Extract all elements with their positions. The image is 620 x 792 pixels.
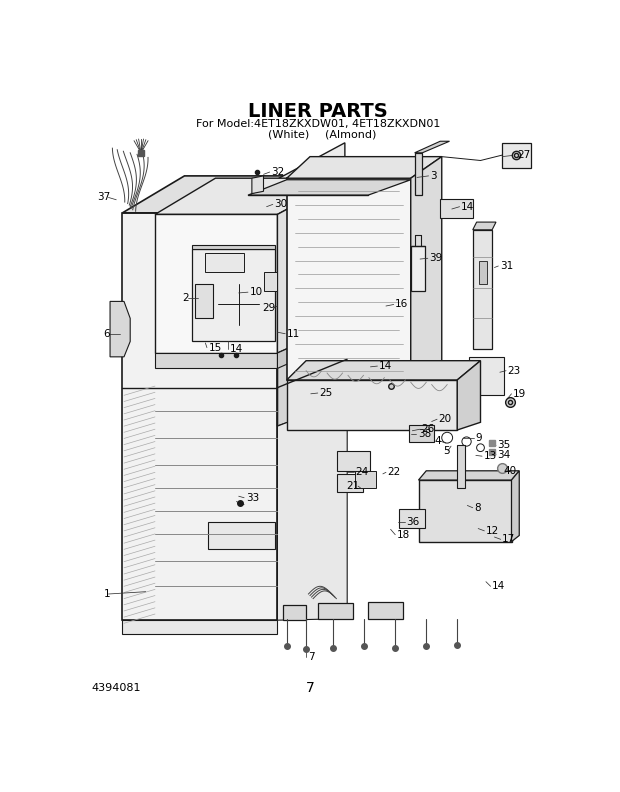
Text: 1: 1 — [104, 589, 110, 599]
Text: 3: 3 — [430, 171, 436, 181]
Polygon shape — [458, 360, 480, 430]
Text: 14: 14 — [461, 202, 474, 211]
Polygon shape — [469, 357, 503, 395]
Polygon shape — [286, 157, 441, 178]
Text: For Model:4ET18ZKXDW01, 4ET18ZKXDN01: For Model:4ET18ZKXDW01, 4ET18ZKXDN01 — [195, 120, 440, 129]
Text: 16: 16 — [396, 299, 409, 310]
Polygon shape — [248, 180, 410, 195]
Text: 24: 24 — [356, 467, 369, 478]
Text: 14: 14 — [379, 361, 392, 371]
Polygon shape — [155, 178, 345, 215]
Polygon shape — [337, 451, 371, 470]
Text: 29: 29 — [263, 303, 276, 313]
Text: 11: 11 — [286, 329, 300, 339]
Polygon shape — [418, 470, 520, 480]
Text: LINER PARTS: LINER PARTS — [248, 102, 388, 121]
Text: 12: 12 — [486, 526, 499, 536]
Polygon shape — [279, 143, 345, 217]
Text: 19: 19 — [513, 389, 526, 399]
Polygon shape — [368, 602, 403, 619]
Text: 14: 14 — [229, 345, 242, 354]
Text: 4394081: 4394081 — [92, 683, 141, 693]
Polygon shape — [410, 157, 441, 380]
Text: 27: 27 — [517, 150, 530, 160]
Polygon shape — [205, 253, 244, 272]
Polygon shape — [110, 302, 130, 357]
Text: 21: 21 — [347, 482, 360, 491]
Text: 26: 26 — [422, 425, 435, 434]
Polygon shape — [418, 480, 511, 542]
Polygon shape — [278, 176, 347, 426]
Text: 40: 40 — [503, 466, 516, 476]
Polygon shape — [409, 425, 434, 442]
Text: 20: 20 — [439, 414, 452, 425]
Polygon shape — [286, 360, 480, 380]
Polygon shape — [155, 215, 278, 353]
Polygon shape — [155, 353, 278, 368]
Text: 8: 8 — [474, 503, 481, 512]
Text: 31: 31 — [500, 261, 513, 271]
Polygon shape — [252, 176, 264, 193]
Polygon shape — [502, 143, 531, 168]
Ellipse shape — [321, 230, 369, 299]
Text: 25: 25 — [319, 388, 332, 398]
Text: 9: 9 — [476, 433, 482, 444]
Text: 7: 7 — [308, 652, 314, 662]
Text: 32: 32 — [272, 167, 285, 177]
Text: 7: 7 — [306, 681, 314, 695]
Text: 35: 35 — [497, 440, 511, 451]
Polygon shape — [123, 620, 278, 634]
Polygon shape — [337, 474, 363, 492]
Polygon shape — [192, 249, 275, 341]
Polygon shape — [195, 284, 213, 318]
Text: 18: 18 — [397, 530, 410, 539]
Text: 23: 23 — [508, 366, 521, 375]
Polygon shape — [278, 322, 347, 368]
Text: 14: 14 — [492, 581, 505, 592]
Polygon shape — [415, 153, 422, 195]
Polygon shape — [472, 230, 492, 349]
Polygon shape — [512, 470, 520, 542]
Text: 33: 33 — [246, 493, 259, 503]
Polygon shape — [286, 380, 458, 430]
Polygon shape — [283, 605, 306, 620]
Text: 36: 36 — [406, 516, 419, 527]
Polygon shape — [123, 213, 278, 620]
Polygon shape — [264, 272, 278, 291]
Text: 30: 30 — [275, 200, 288, 209]
Text: 13: 13 — [484, 451, 497, 461]
Polygon shape — [278, 399, 347, 620]
Text: 2: 2 — [182, 292, 189, 303]
Text: (Almond): (Almond) — [325, 129, 376, 139]
Polygon shape — [472, 222, 496, 230]
Text: 15: 15 — [208, 343, 222, 352]
Polygon shape — [355, 470, 376, 488]
Text: 37: 37 — [97, 192, 110, 203]
Polygon shape — [123, 176, 347, 213]
Text: 6: 6 — [104, 329, 110, 339]
Text: 10: 10 — [249, 287, 263, 297]
Polygon shape — [458, 445, 465, 488]
Text: 34: 34 — [497, 450, 511, 459]
Text: 22: 22 — [388, 467, 401, 478]
Text: 38: 38 — [418, 428, 431, 439]
Text: 39: 39 — [429, 253, 443, 263]
Text: (White): (White) — [268, 129, 309, 139]
Polygon shape — [192, 246, 275, 249]
Polygon shape — [317, 604, 353, 619]
Polygon shape — [399, 509, 425, 527]
Polygon shape — [415, 141, 450, 153]
Polygon shape — [479, 261, 487, 284]
Polygon shape — [286, 178, 410, 380]
Polygon shape — [410, 246, 425, 291]
Text: 5: 5 — [443, 446, 450, 455]
Polygon shape — [208, 523, 275, 550]
Text: 17: 17 — [502, 535, 515, 544]
Text: 4: 4 — [435, 436, 441, 446]
Polygon shape — [278, 178, 345, 353]
Polygon shape — [440, 199, 472, 219]
